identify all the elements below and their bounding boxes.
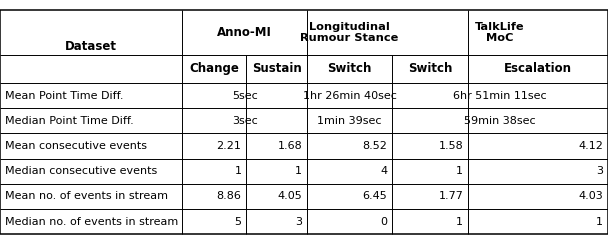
Text: 1: 1 xyxy=(295,166,302,176)
Text: 8.52: 8.52 xyxy=(362,141,387,151)
Text: 3: 3 xyxy=(596,166,603,176)
Text: Mean no. of events in stream: Mean no. of events in stream xyxy=(5,192,168,201)
Text: 59min 38sec: 59min 38sec xyxy=(465,116,536,126)
Text: 4.12: 4.12 xyxy=(578,141,603,151)
Text: 1min 39sec: 1min 39sec xyxy=(317,116,382,126)
Text: Mean Point Time Diff.: Mean Point Time Diff. xyxy=(5,91,123,101)
Text: Escalation: Escalation xyxy=(504,62,572,75)
Text: Longitudinal
Rumour Stance: Longitudinal Rumour Stance xyxy=(300,21,399,43)
Text: 3sec: 3sec xyxy=(232,116,258,126)
Text: Sustain: Sustain xyxy=(252,62,302,75)
Text: 4.03: 4.03 xyxy=(578,192,603,201)
Text: 4: 4 xyxy=(380,166,387,176)
Text: Anno-MI: Anno-MI xyxy=(217,26,272,39)
Text: Dataset: Dataset xyxy=(65,40,117,53)
Text: 1.68: 1.68 xyxy=(277,141,302,151)
Text: 1: 1 xyxy=(596,217,603,227)
Text: Median no. of events in stream: Median no. of events in stream xyxy=(5,217,178,227)
Text: 6hr 51min 11sec: 6hr 51min 11sec xyxy=(454,91,547,101)
Text: Mean consecutive events: Mean consecutive events xyxy=(5,141,147,151)
Text: 8.86: 8.86 xyxy=(216,192,241,201)
Text: 1: 1 xyxy=(456,217,463,227)
Text: Change: Change xyxy=(189,62,240,75)
Text: Median consecutive events: Median consecutive events xyxy=(5,166,157,176)
Text: Switch: Switch xyxy=(408,62,452,75)
Text: Switch: Switch xyxy=(328,62,371,75)
Text: Median Point Time Diff.: Median Point Time Diff. xyxy=(5,116,134,126)
Text: 2.21: 2.21 xyxy=(216,141,241,151)
Text: 1.77: 1.77 xyxy=(438,192,463,201)
Text: 1hr 26min 40sec: 1hr 26min 40sec xyxy=(303,91,396,101)
Text: 1: 1 xyxy=(234,166,241,176)
Text: 0: 0 xyxy=(380,217,387,227)
Text: TalkLife
MoC: TalkLife MoC xyxy=(475,21,525,43)
Text: 1.58: 1.58 xyxy=(438,141,463,151)
Text: 3: 3 xyxy=(295,217,302,227)
Text: 5: 5 xyxy=(234,217,241,227)
Text: 1: 1 xyxy=(456,166,463,176)
Text: 4.05: 4.05 xyxy=(277,192,302,201)
Text: 5sec: 5sec xyxy=(232,91,258,101)
Text: 6.45: 6.45 xyxy=(362,192,387,201)
